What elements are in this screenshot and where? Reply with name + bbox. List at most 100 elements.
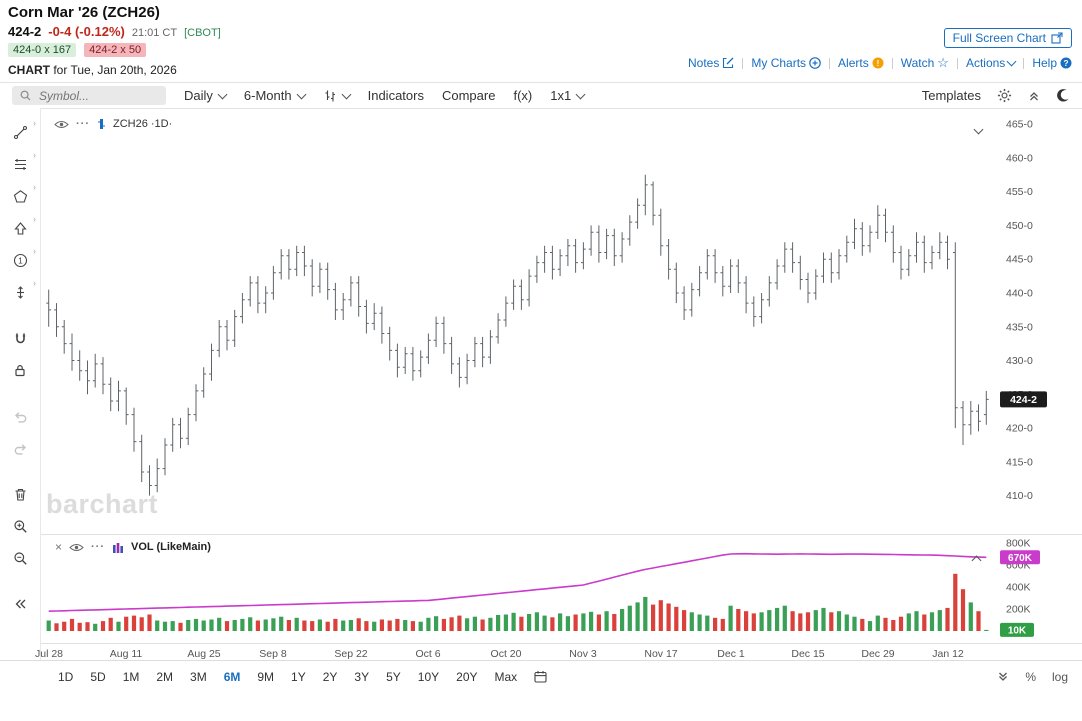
templates-button[interactable]: Templates	[922, 88, 981, 103]
range-button-5d[interactable]: 5D	[90, 669, 106, 684]
calendar-icon	[534, 671, 547, 683]
indicators-button[interactable]: Indicators	[368, 88, 424, 103]
fx-button[interactable]: f(x)	[513, 88, 532, 103]
actions-link[interactable]: Actions	[965, 56, 1017, 70]
chart-toolbar: Daily 6-Month Indicators Compare f(x) 1x…	[0, 82, 1082, 109]
range-button-3m[interactable]: 3M	[190, 669, 207, 684]
fibonacci-tool[interactable]: ›	[6, 151, 36, 176]
notes-pencil-icon	[723, 57, 734, 69]
header-links: Notes My Charts Alerts ! Watch ☆ Actions	[688, 56, 1072, 70]
collapse-bottom-button[interactable]	[997, 671, 1009, 683]
trendline-tool[interactable]: ›	[6, 119, 36, 144]
range-button-1d[interactable]: 1D	[58, 669, 74, 684]
collapse-sidebar-button[interactable]	[6, 592, 34, 616]
date-label: Dec 15	[791, 648, 825, 660]
eye-icon[interactable]	[54, 120, 69, 129]
range-button-20y[interactable]: 20Y	[456, 669, 478, 684]
range-button-2m[interactable]: 2M	[156, 669, 174, 684]
range-button-10y[interactable]: 10Y	[417, 669, 440, 684]
chevron-down-icon	[341, 89, 352, 99]
range-button-2y[interactable]: 2Y	[322, 669, 338, 684]
my-charts-label: My Charts	[751, 56, 807, 70]
layout-dropdown[interactable]: 1x1	[550, 88, 586, 103]
help-link[interactable]: Help ?	[1032, 56, 1072, 70]
symbol-search[interactable]	[12, 86, 166, 105]
date-label: Aug 25	[187, 648, 221, 660]
notes-link[interactable]: Notes	[688, 56, 734, 70]
close-icon[interactable]: ×	[55, 540, 63, 554]
volume-panel-collapse-caret[interactable]	[971, 551, 982, 569]
polygon-icon	[13, 189, 27, 203]
compare-button[interactable]: Compare	[442, 88, 495, 103]
more-options-icon[interactable]: ···	[76, 118, 90, 130]
my-charts-link[interactable]: My Charts	[751, 56, 821, 70]
annotation-tool[interactable]: 1 ›	[6, 247, 36, 272]
custom-date-button[interactable]	[534, 670, 547, 683]
magnet-tool[interactable]	[6, 326, 34, 350]
date-label: Sep 8	[259, 648, 287, 660]
range-dropdown[interactable]: 6-Month	[244, 88, 307, 103]
date-label: Dec 29	[861, 648, 895, 660]
date-axis[interactable]: Jul 28 Aug 11 Aug 25 Sep 8 Sep 22 Oct 6 Oct 20…	[35, 643, 1082, 661]
eye-icon[interactable]	[69, 543, 84, 552]
svg-text:670K: 670K	[1008, 553, 1033, 564]
undo-button[interactable]	[6, 404, 34, 428]
zoom-out-button[interactable]	[6, 546, 34, 570]
volume-study-label[interactable]: VOL (LikeMain)	[131, 541, 211, 553]
chart-type-dropdown[interactable]	[323, 89, 352, 103]
alerts-link[interactable]: Alerts !	[838, 56, 884, 70]
chart-area: 465-0 460-0 455-0 450-0 445-0 440-0 435-0 430-0…	[41, 108, 1082, 643]
chevron-double-down-icon	[999, 672, 1008, 681]
submenu-arrow-icon: ›	[33, 278, 36, 288]
arrows-tool[interactable]: ›	[6, 215, 36, 240]
trendline-icon	[13, 125, 27, 139]
volume-chart[interactable]: 800K600K400K200K10K670K10K	[41, 535, 1082, 643]
svg-text:435-0: 435-0	[1006, 321, 1033, 333]
settings-button[interactable]	[997, 88, 1012, 103]
magnet-icon	[15, 333, 25, 343]
symbol-search-input[interactable]	[37, 87, 151, 104]
series-label[interactable]: ZCH26 ·1D·	[113, 118, 173, 130]
zoom-in-button[interactable]	[6, 514, 34, 538]
redo-button[interactable]	[6, 436, 34, 460]
log-scale-toggle[interactable]: log	[1051, 669, 1068, 684]
range-button-1m[interactable]: 1M	[122, 669, 140, 684]
lock-drawings-tool[interactable]	[6, 358, 34, 382]
chevron-down-icon	[217, 89, 228, 99]
aggregation-dropdown[interactable]: Daily	[184, 88, 228, 103]
fibonacci-icon	[14, 158, 26, 170]
range-button-3y[interactable]: 3Y	[354, 669, 370, 684]
range-button-5y[interactable]: 5Y	[386, 669, 401, 684]
measure-tool[interactable]: ›	[6, 278, 36, 304]
range-button-9m[interactable]: 9M	[257, 669, 275, 684]
quote-header: Corn Mar '26 (ZCH26) 424-2 -0-4 (-0.12%)…	[8, 4, 221, 77]
actions-label: Actions	[965, 56, 1006, 70]
more-options-icon[interactable]: ···	[91, 541, 106, 553]
series-style-icon	[98, 119, 105, 129]
price-panel-menu-caret[interactable]	[973, 120, 984, 138]
range-button-6m[interactable]: 6M	[223, 669, 241, 684]
shapes-tool[interactable]: ›	[6, 183, 36, 208]
percent-scale-toggle[interactable]: %	[1025, 669, 1036, 684]
dark-mode-toggle[interactable]	[1056, 88, 1070, 103]
separator	[1023, 57, 1025, 69]
star-icon: ☆	[937, 55, 949, 70]
layout-label: 1x1	[550, 88, 572, 103]
watch-link[interactable]: Watch ☆	[901, 56, 949, 70]
price-chart[interactable]: 465-0 460-0 455-0 450-0 445-0 440-0 435-0 430-0…	[41, 108, 1082, 534]
separator	[891, 57, 893, 69]
range-button-max[interactable]: Max	[494, 669, 518, 684]
svg-text:440-0: 440-0	[1006, 288, 1033, 300]
barchart-watermark: barchart	[46, 489, 159, 519]
redo-icon	[14, 443, 26, 455]
delete-drawings-button[interactable]	[6, 482, 34, 506]
range-button-1y[interactable]: 1Y	[291, 669, 306, 684]
date-label: Oct 20	[490, 648, 522, 660]
svg-text:455-0: 455-0	[1006, 186, 1033, 198]
collapse-toolbar-button[interactable]	[1028, 90, 1040, 102]
notes-label: Notes	[688, 56, 720, 70]
full-screen-chart-button[interactable]: Full Screen Chart	[943, 28, 1072, 48]
svg-text:445-0: 445-0	[1006, 254, 1033, 266]
trash-icon	[15, 488, 25, 501]
date-label: Oct 6	[415, 648, 441, 660]
